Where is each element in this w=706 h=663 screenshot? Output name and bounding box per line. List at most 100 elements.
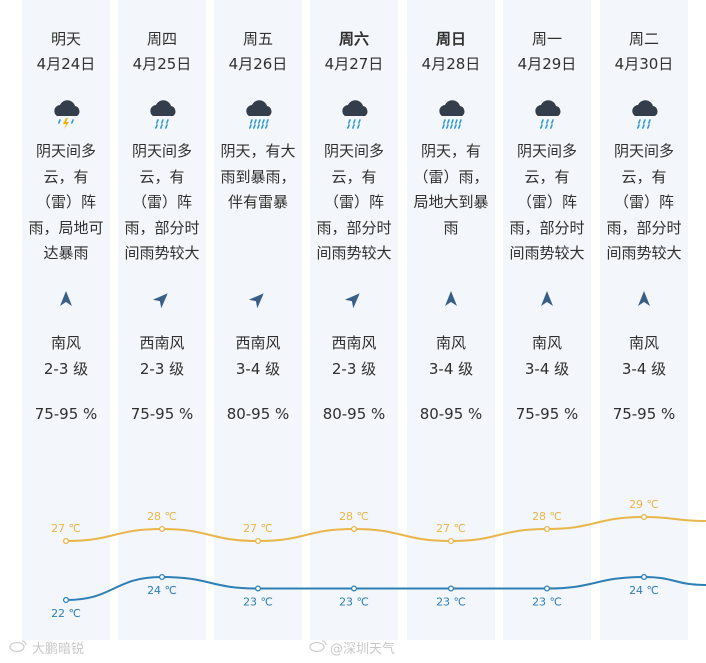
forecast-columns: 明天 4月24日阴天间多云，有 （雷）阵雨，局地可达暴雨南风 2-3 级 75-95 %…	[22, 0, 688, 640]
weibo-logo-icon	[309, 640, 327, 652]
weather-description: 阴天，有 （雷）雨， 局地大到暴雨	[407, 139, 495, 241]
wind-direction-icon	[441, 289, 461, 309]
rain-icon	[339, 96, 371, 132]
day-label: 周四	[146, 30, 177, 48]
day-label: 周二	[628, 30, 659, 48]
description-line: 伴有雷暴	[227, 193, 288, 211]
wind-direction-icon	[634, 289, 654, 309]
description-line: 云，有	[331, 167, 377, 186]
description-line: 雨，部分时	[606, 218, 682, 237]
wind-level: 3-4 级	[621, 360, 667, 378]
wind-direction: 西南风	[139, 334, 185, 352]
weather-description: 阴天间多云，有 （雷）阵雨，部分时间雨势较大	[310, 139, 398, 267]
forecast-column: 周二 4月30日阴天间多云，有 （雷）阵雨，部分时间雨势较大南风 3-4 级 75-95…	[600, 0, 688, 640]
wind-level: 3-4 级	[428, 360, 474, 378]
date-label: 4月30日	[614, 55, 674, 73]
weather-description: 阴天间多云，有 （雷）阵雨，局地可达暴雨	[22, 139, 110, 267]
description-line: 云，有	[139, 167, 185, 186]
wind-direction: 西南风	[235, 334, 281, 352]
wind-level: 2-3 级	[43, 360, 89, 378]
humidity: 75-95 %	[612, 405, 676, 423]
description-line: （雷）阵	[613, 193, 674, 211]
forecast-column: 明天 4月24日阴天间多云，有 （雷）阵雨，局地可达暴雨南风 2-3 级 75-95 %	[22, 0, 110, 640]
heavy-rain-icon	[243, 96, 275, 132]
description-line: 云，有	[621, 167, 667, 186]
forecast-column: 周四 4月25日阴天间多云，有 （雷）阵雨，部分时间雨势较大西南风 2-3 级 75-9…	[118, 0, 206, 640]
description-line: 云，有	[524, 167, 570, 186]
rain-icon	[532, 96, 564, 132]
description-line: 雨到暴雨，	[220, 167, 296, 186]
wind-direction: 南风	[50, 334, 81, 352]
description-line: 间雨势较大	[124, 244, 200, 262]
humidity: 75-95 %	[34, 405, 98, 423]
description-line: 雨，部分时	[316, 218, 392, 237]
description-line: 雨，局地可	[28, 218, 104, 237]
wind-level: 3-4 级	[235, 360, 281, 378]
description-line: （雷）阵	[516, 193, 577, 211]
description-line: 雨，部分时	[509, 218, 585, 237]
description-line: 云，有	[43, 167, 89, 186]
description-line: 阴天间多	[35, 142, 96, 160]
rain-icon	[629, 96, 661, 132]
weibo-logo-icon	[9, 640, 27, 652]
description-line: 阴天间多	[323, 142, 384, 160]
description-line: （雷）阵	[131, 193, 192, 211]
humidity: 75-95 %	[130, 405, 194, 423]
description-line: 阴天间多	[131, 142, 192, 160]
description-line: 雨，部分时	[124, 218, 200, 237]
humidity: 80-95 %	[419, 405, 483, 423]
description-line: （雷）阵	[323, 193, 384, 211]
description-line: （雷）阵	[35, 193, 96, 211]
wind-direction: 南风	[531, 334, 562, 352]
date-label: 4月27日	[324, 55, 384, 73]
wind-direction-icon	[537, 289, 557, 309]
wind-level: 2-3 级	[331, 360, 377, 378]
date-label: 4月28日	[421, 55, 481, 73]
date-label: 4月29日	[517, 55, 577, 73]
forecast-column: 周五 4月26日阴天，有大雨到暴雨， 伴有雷暴西南风 3-4 级 80-95 %	[214, 0, 302, 640]
wind-level: 3-4 级	[524, 360, 570, 378]
watermark-right: @深圳天气	[330, 642, 396, 657]
date-label: 4月25日	[132, 55, 192, 73]
rain-icon	[147, 96, 179, 132]
wind-direction: 南风	[435, 334, 466, 352]
wind-direction: 南风	[628, 334, 659, 352]
humidity: 80-95 %	[322, 405, 386, 423]
humidity: 75-95 %	[515, 405, 579, 423]
description-line: 雨	[443, 218, 459, 237]
date-label: 4月26日	[228, 55, 288, 73]
weather-description: 阴天间多云，有 （雷）阵雨，部分时间雨势较大	[503, 139, 591, 267]
description-line: 间雨势较大	[509, 244, 585, 262]
description-line: 阴天，有大	[220, 142, 296, 160]
wind-direction-icon	[152, 289, 172, 309]
day-label: 周六	[338, 30, 369, 48]
forecast-column: 周日 4月28日阴天，有 （雷）雨， 局地大到暴雨南风 3-4 级 80-95 %	[407, 0, 495, 640]
description-line: 达暴雨	[43, 244, 89, 262]
forecast-column: 周六 4月27日阴天间多云，有 （雷）阵雨，部分时间雨势较大西南风 2-3 级 80-9…	[310, 0, 398, 640]
date-label: 4月24日	[36, 55, 96, 73]
day-label: 周一	[531, 30, 562, 48]
wind-direction-icon	[344, 289, 364, 309]
humidity: 80-95 %	[226, 405, 290, 423]
description-line: （雷）雨，	[413, 167, 489, 186]
thunder-rain-icon	[51, 96, 83, 132]
description-line: 阴天，有	[420, 142, 481, 160]
description-line: 间雨势较大	[316, 244, 392, 262]
wind-direction-icon	[56, 289, 76, 309]
description-line: 阴天间多	[516, 142, 577, 160]
day-label: 明天	[50, 30, 81, 48]
day-label: 周五	[242, 30, 273, 48]
heavy-rain-icon	[436, 96, 468, 132]
description-line: 间雨势较大	[606, 244, 682, 262]
description-line: 阴天间多	[613, 142, 674, 160]
wind-direction-icon	[248, 289, 268, 309]
weather-description: 阴天间多云，有 （雷）阵雨，部分时间雨势较大	[118, 139, 206, 267]
description-line: 局地大到暴	[413, 193, 489, 211]
forecast-column: 周一 4月29日阴天间多云，有 （雷）阵雨，部分时间雨势较大南风 3-4 级 75-95…	[503, 0, 591, 640]
weather-description: 阴天，有大雨到暴雨， 伴有雷暴	[214, 139, 302, 216]
wind-direction: 西南风	[331, 334, 377, 352]
day-label: 周日	[435, 30, 466, 48]
wind-level: 2-3 级	[139, 360, 185, 378]
weather-description: 阴天间多云，有 （雷）阵雨，部分时间雨势较大	[600, 139, 688, 267]
watermark-left: 大鹏暗锐	[32, 642, 85, 657]
